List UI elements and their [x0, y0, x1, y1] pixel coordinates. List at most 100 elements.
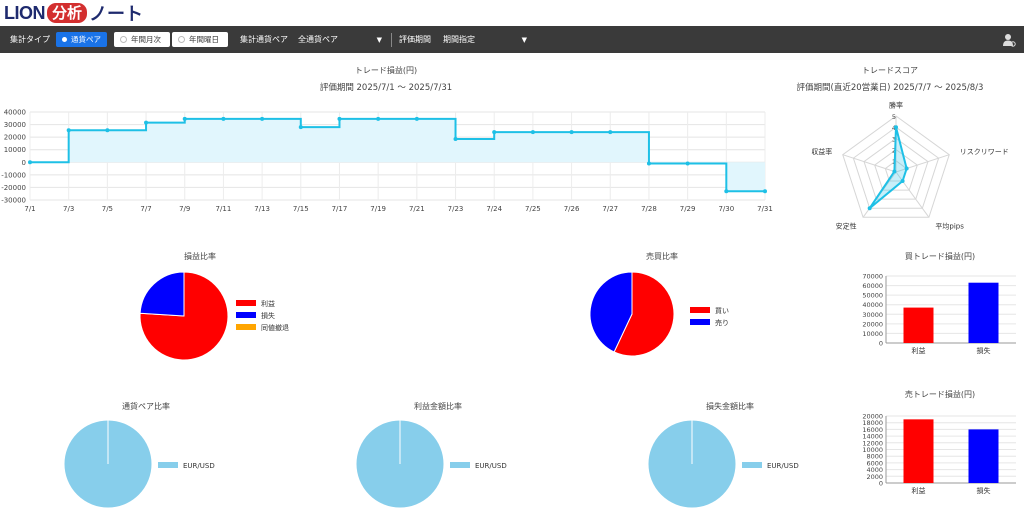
profit-amount-ratio-chart: EUR/USD	[348, 416, 538, 512]
x-tick-label: 7/24	[486, 205, 502, 213]
x-tick-label: 7/23	[448, 205, 464, 213]
currency-pair-button-label: 通貨ペア	[71, 34, 101, 45]
bar	[969, 283, 999, 343]
aggregate-type-label: 集計タイプ	[10, 26, 50, 53]
legend-label: EUR/USD	[767, 462, 799, 470]
y-tick-label: 20000	[862, 320, 883, 328]
side-ratio-title: 売買比率	[592, 251, 732, 262]
y-tick-label: 50000	[862, 292, 883, 300]
radar-axis-label: 安定性	[836, 222, 857, 230]
pl-data-point	[415, 117, 419, 121]
radar-point	[894, 125, 898, 129]
legend-label: 買い	[715, 307, 729, 315]
pl-data-point	[144, 121, 148, 125]
pl-data-point	[67, 128, 71, 132]
pair-select[interactable]: 全通貨ペア ▼	[298, 26, 382, 53]
radar-point	[868, 206, 872, 210]
pair-ratio-chart: EUR/USD	[56, 416, 246, 512]
loss-amount-ratio-title: 損失金額比率	[660, 401, 800, 412]
y-tick-label: -20000	[1, 184, 26, 192]
trade-pl-chart: 400003000020000100000-10000-20000-300007…	[0, 104, 780, 224]
pie-slice	[140, 272, 184, 316]
y-tick-label: 20000	[862, 413, 883, 421]
legend-label: EUR/USD	[475, 462, 507, 470]
sell-pl-title: 売トレード損益(円)	[870, 389, 1010, 400]
radio-unselected-icon	[120, 36, 127, 43]
user-settings-icon[interactable]	[1002, 26, 1016, 53]
x-tick-label: 7/19	[370, 205, 386, 213]
pl-data-point	[647, 162, 651, 166]
y-tick-label: 0	[879, 340, 883, 348]
y-tick-label: 60000	[862, 282, 883, 290]
x-tick-label: 7/28	[641, 205, 657, 213]
x-tick-label: 7/31	[757, 205, 773, 213]
legend-swatch	[236, 312, 256, 318]
pair-select-value: 全通貨ペア	[298, 34, 338, 45]
pl-data-point	[608, 130, 612, 134]
x-tick-label: 7/27	[602, 205, 618, 213]
y-tick-label: 20000	[4, 134, 26, 142]
pl-data-point	[763, 189, 767, 193]
y-tick-label: 30000	[4, 121, 26, 129]
pl-data-point	[28, 160, 32, 164]
legend-label: 同値撤退	[261, 323, 289, 332]
profit-amount-ratio-title: 利益金額比率	[368, 401, 508, 412]
x-tick-label: 利益	[912, 486, 926, 495]
radar-point	[901, 179, 905, 183]
logo-suffix: ノート	[89, 0, 143, 26]
y-tick-label: 10000	[4, 146, 26, 154]
x-tick-label: 7/15	[293, 205, 309, 213]
trade-pl-title: トレード損益(円)	[286, 65, 486, 76]
pl-data-point	[376, 117, 380, 121]
x-tick-label: 7/21	[409, 205, 425, 213]
aggregate-pair-label: 集計通貨ペア	[240, 26, 288, 53]
x-tick-label: 7/1	[24, 205, 35, 213]
period-select[interactable]: 期間指定 ▼	[443, 26, 527, 53]
radar-point	[892, 169, 896, 173]
app-logo[interactable]: LION 分析 ノート	[4, 2, 143, 24]
trade-pl-period: 評価期間 2025/7/1 ～ 2025/7/31	[286, 81, 486, 93]
bar	[969, 429, 999, 483]
x-tick-label: 損失	[977, 346, 991, 355]
y-tick-label: 40000	[862, 301, 883, 309]
y-tick-label: 10000	[862, 330, 883, 338]
y-tick-label: 40000	[4, 109, 26, 117]
legend-label: 売り	[715, 318, 729, 327]
pl-ratio-title: 損益比率	[130, 251, 270, 262]
y-tick-label: 30000	[862, 311, 883, 319]
pl-data-point	[299, 125, 303, 129]
legend-swatch	[236, 324, 256, 330]
x-tick-label: 7/26	[564, 205, 580, 213]
legend-swatch	[236, 300, 256, 306]
pl-data-point	[492, 130, 496, 134]
pair-ratio-title: 通貨ペア比率	[76, 401, 216, 412]
x-tick-label: 7/11	[216, 205, 232, 213]
x-tick-label: 7/17	[332, 205, 348, 213]
x-tick-label: 7/29	[680, 205, 696, 213]
sell-pl-chart: 0200040006000800010000120001400016000180…	[840, 406, 1024, 500]
legend-swatch	[158, 462, 178, 468]
pl-data-point	[686, 162, 690, 166]
legend-swatch	[690, 307, 710, 313]
x-tick-label: 7/25	[525, 205, 541, 213]
trade-score-radar: 12345勝率リスクリワード平均pips安定性収益率	[810, 98, 1024, 230]
legend-swatch	[450, 462, 470, 468]
year-month-button[interactable]: 年間月次	[114, 32, 170, 47]
y-tick-label: 0	[22, 159, 26, 167]
year-weekday-button[interactable]: 年間曜日	[172, 32, 228, 47]
logo-lion-text: LION	[4, 3, 45, 24]
radar-axis-label: 勝率	[889, 101, 903, 110]
pl-data-point	[724, 189, 728, 193]
x-tick-label: 利益	[912, 346, 926, 355]
caret-down-icon: ▼	[522, 36, 527, 44]
currency-pair-button[interactable]: 通貨ペア	[56, 32, 107, 47]
legend-swatch	[690, 319, 710, 325]
x-tick-label: 7/9	[179, 205, 190, 213]
bar	[904, 308, 934, 343]
radio-selected-icon	[62, 37, 67, 42]
legend-label: EUR/USD	[183, 462, 215, 470]
buy-pl-title: 買トレード損益(円)	[870, 251, 1010, 262]
